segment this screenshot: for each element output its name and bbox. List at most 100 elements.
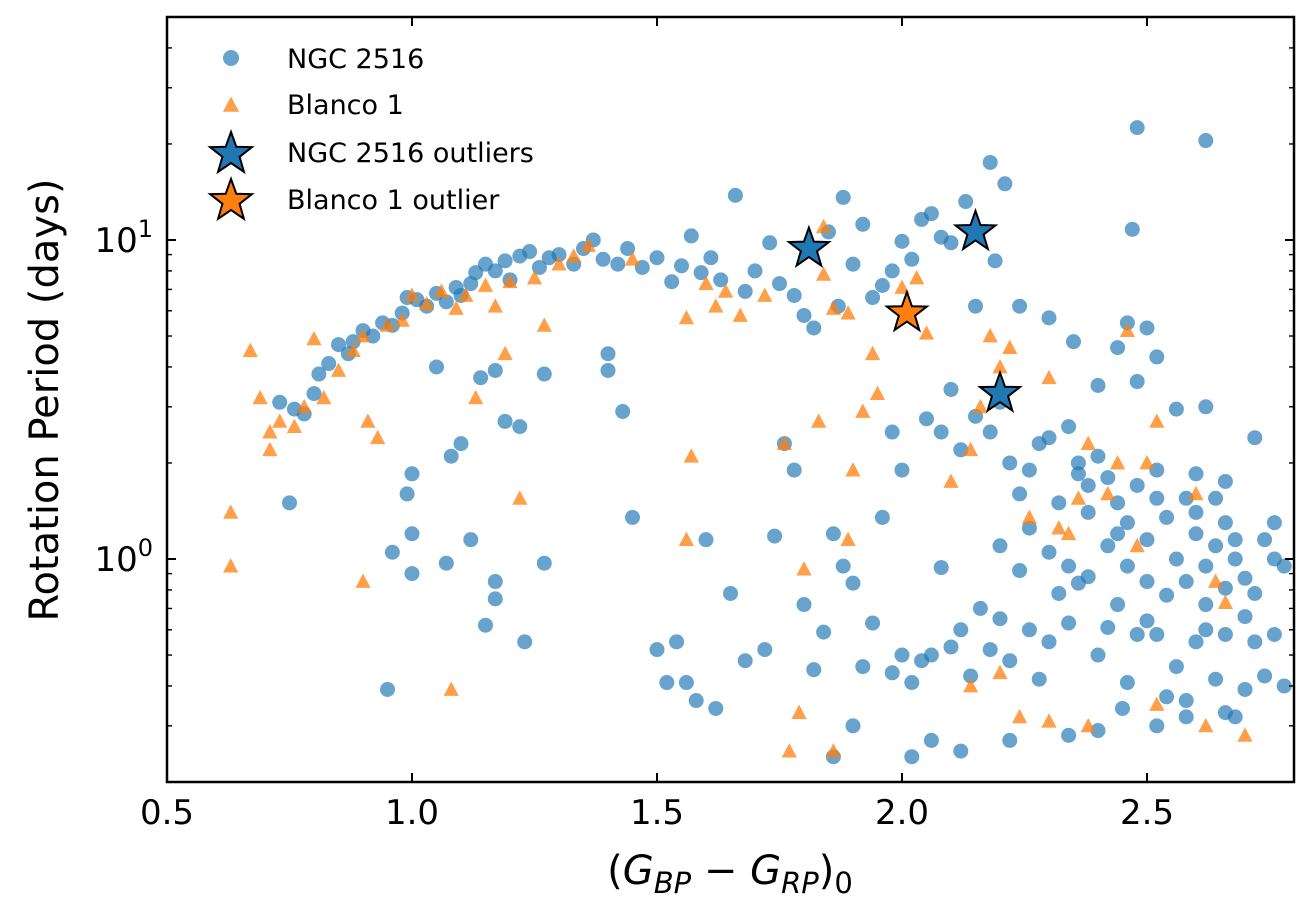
ngc2516-point [1129,477,1145,493]
ngc2516-point [1061,558,1077,574]
ngc2516-point [816,624,832,640]
ngc2516-point [1031,671,1047,687]
ngc2516-point [1217,515,1233,531]
x-axis-label: (GBP − GRP)0 [607,848,853,900]
ngc2516-point [737,653,753,669]
blanco1-point [502,273,518,289]
ngc2516-point [1149,718,1165,734]
ngc2516-point [1159,587,1175,603]
ngc2516-point [1178,490,1194,506]
blanco1-point [776,435,792,451]
ngc2516-point [1070,466,1086,482]
ngc2516-point [1041,430,1057,446]
blanco1-point [487,298,503,313]
ngc2516-point [1129,120,1145,136]
ngc2516-point [987,253,1003,269]
blanco1-point [1119,322,1135,337]
ngc2516-point [625,509,640,525]
blanco1-point [1021,509,1037,524]
ngc2516-point [1100,620,1116,635]
ngc2516-point [845,256,861,272]
blanco1-point [316,389,332,405]
ngc2516-point [610,256,626,272]
ngc2516-point [649,250,665,266]
blanco1-point [840,531,856,547]
ngc2516-point [659,675,675,691]
blanco1-point [825,743,841,758]
ngc2516-point [1110,526,1126,542]
blanco1-point [1080,717,1096,733]
ngc2516-point [404,526,420,542]
ngc2516-point [747,263,763,279]
ngc2516-point [1188,466,1204,482]
ngc2516-point [786,287,802,303]
blanco1-point [468,389,484,405]
ngc2516-point [855,659,871,675]
blanco1-point [580,237,596,253]
ngc2516-point [772,276,787,292]
ngc2516-point [1002,732,1018,748]
ngc2516-point [713,272,729,288]
blanco1-point [419,296,435,311]
ngc2516-point [1217,626,1233,642]
ngc2516-point [1129,374,1145,390]
ngc2516-point [923,647,939,663]
ngc2516-outlier-star [977,369,1023,414]
ngc2516-point [674,258,689,274]
blanco1-point [1080,435,1096,451]
ngc2516-point [429,359,444,375]
ngc2516-point [404,566,420,582]
ngc2516-point [678,675,694,691]
blanco1-point [1100,485,1116,501]
blanco1-point [698,275,714,290]
x-tick-label: 1.5 [630,793,684,833]
ngc2516-point [1247,585,1263,601]
blanco1-point [1149,696,1165,711]
ngc2516-point [1129,626,1145,642]
ngc2516-point [1119,515,1135,531]
ngc2516-point [1178,709,1194,725]
ngc2516-point [306,386,322,402]
blanco1-point [330,362,347,377]
blanco1-point [1208,573,1224,588]
ngc2516-point [865,290,881,306]
blanco1-point [262,424,278,439]
ngc2516-point [688,693,704,709]
data-points-layer [223,120,1292,765]
blanco1-point [394,312,410,327]
blanco1-point [355,328,371,343]
blanco1-point [845,462,861,477]
blanco1-point [433,283,449,298]
blanco1-point [992,358,1008,374]
ngc2516-point [943,381,959,397]
ngc2516-point [478,617,493,633]
ngc2516-point [1041,544,1057,560]
blanco1-point [796,561,812,576]
blanco1-point [379,317,396,332]
ngc2516-point [997,176,1013,192]
ngc2516-point [923,732,939,748]
blanco1-point [708,298,724,313]
blanco1-point [512,490,528,505]
ngc2516-point [884,665,900,681]
ngc2516-point [1119,675,1135,691]
blanco1-point [1041,369,1057,385]
ngc2516-point [1168,401,1184,417]
ngc2516-point [825,526,841,542]
blanco1-point [370,429,386,445]
ngc2516-point [321,356,337,372]
blanco1-point [869,385,886,400]
blanco1-point [1188,485,1204,501]
ngc2516-point [1266,515,1282,531]
x-tick-label: 1.0 [385,793,439,833]
ngc2516-point [865,615,881,631]
blanco1-point [477,277,494,292]
blanco1-outlier-star [884,289,930,333]
blanco1-point [1129,537,1145,553]
ngc2516-point [1002,653,1018,669]
ngc2516-point [536,366,552,382]
blanco1-point [1070,490,1086,505]
blanco1-point [840,305,856,320]
ngc2516-point [1159,689,1175,705]
